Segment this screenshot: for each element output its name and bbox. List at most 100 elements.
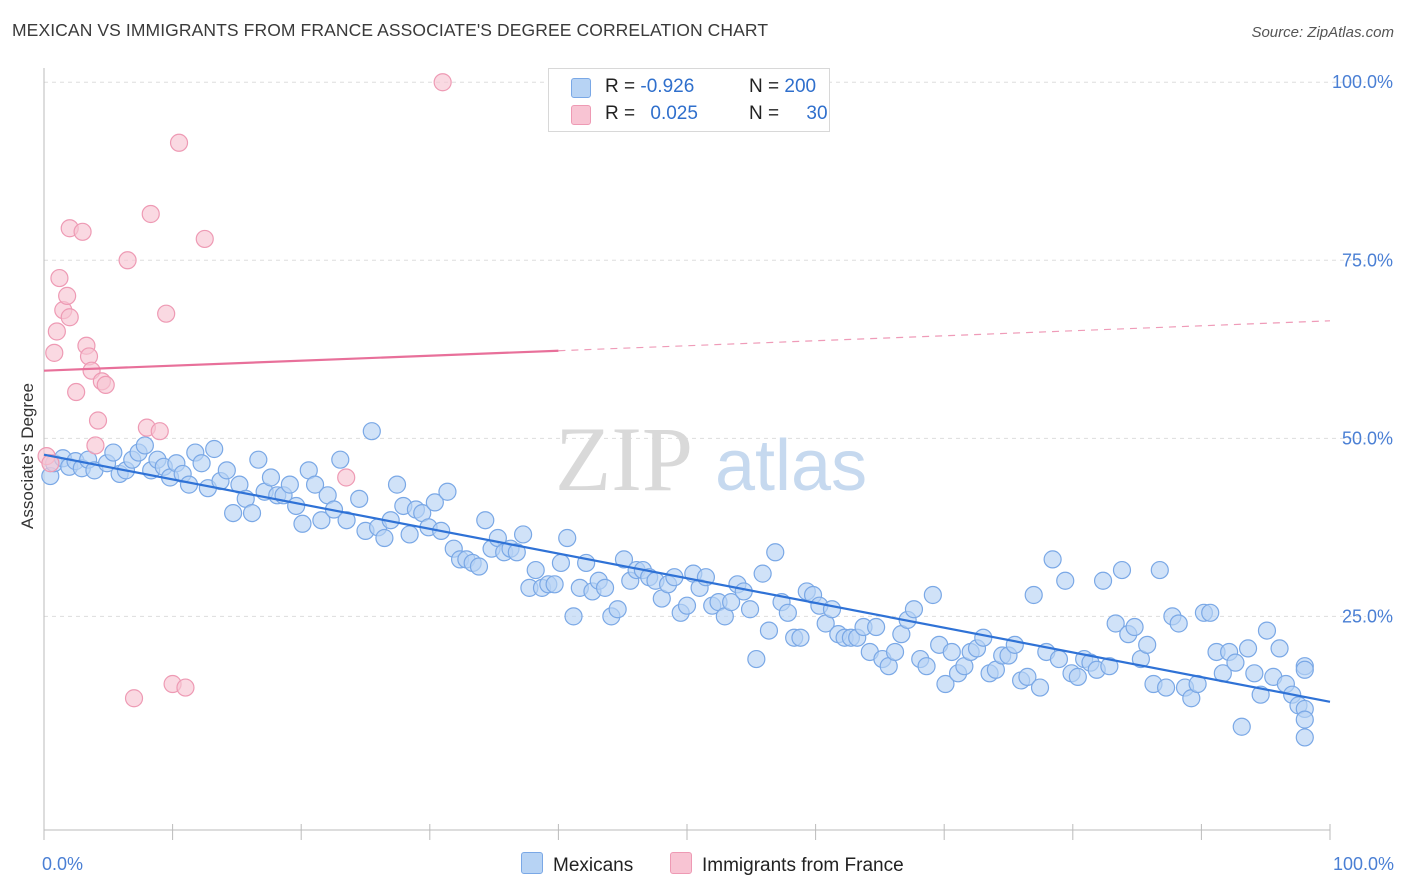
y-tick-label: 100.0% [1332,72,1393,92]
point-mexicans [192,454,211,473]
point-mexicans [1270,639,1289,658]
gridlines [44,81,1366,617]
point-mexicans [822,600,842,619]
point-mexicans [362,422,381,441]
point-mexicans [1125,617,1144,637]
legend-n-value-france: 30 [806,103,828,124]
point-mexicans [1238,639,1258,658]
point-mexicans [1068,667,1087,686]
point-mexicans [1030,678,1050,697]
point-mexicans [261,468,281,487]
point-mexicans [1005,635,1024,654]
point-mexicans [425,493,444,512]
point-france [195,229,214,249]
legend-r-value-mexicans: -0.926 [640,76,695,97]
point-france [88,411,108,430]
legend-label-france: Immigrants from France [702,855,904,876]
point-mexicans [564,607,583,626]
point-mexicans [545,575,564,594]
point-mexicans [507,543,526,562]
point-mexicans [387,475,407,494]
point-france [41,454,60,473]
point-france [176,678,195,697]
watermark-zip: ZIP [555,408,693,510]
trendline-dashed [558,320,1331,352]
point-mexicans [476,511,495,530]
legend-swatch-mexicans [521,852,543,874]
point-mexicans [1056,571,1075,590]
legend-r-label: R = [605,103,636,124]
point-mexicans [242,503,262,523]
point-mexicans [135,436,154,455]
point-france [169,133,189,152]
point-mexicans [885,642,905,662]
legend-r-label: R = [605,76,636,97]
point-mexicans [917,657,936,676]
point-mexicans [1251,685,1270,704]
point-mexicans [677,596,697,615]
point-mexicans [1049,649,1069,669]
point-france [433,73,452,92]
point-mexicans [608,600,627,619]
point-mexicans [753,564,772,583]
legend-n-label: N = [749,103,780,124]
point-mexicans [1150,560,1169,580]
point-mexicans [904,600,924,619]
point-mexicans [205,439,224,459]
legend-swatch-pink [571,105,591,125]
point-mexicans [217,461,236,480]
point-mexicans [513,525,533,544]
y-tick-label: 75.0% [1342,250,1393,270]
x-tick-label: 100.0% [1333,854,1394,874]
point-mexicans [722,593,741,612]
point-mexicans [400,525,419,544]
point-mexicans [778,603,797,622]
point-mexicans [1295,728,1314,747]
point-mexicans [551,553,571,573]
point-france [60,308,79,327]
chart-title: MEXICAN VS IMMIGRANTS FROM FRANCE ASSOCI… [12,20,769,40]
y-tick-labels: 25.0% 50.0% 75.0% 100.0% [1332,72,1393,626]
point-france [124,689,144,708]
point-france [337,468,356,487]
point-mexicans [1043,550,1062,569]
watermark-atlas: atlas [715,426,867,506]
point-mexicans [1018,667,1037,686]
point-mexicans [224,503,243,523]
legend-label-mexicans: Mexicans [553,855,634,876]
point-mexicans [1100,657,1119,676]
point-mexicans [1232,717,1251,736]
point-mexicans [438,482,457,501]
source-label: Source: ZipAtlas.com [1251,24,1394,41]
point-mexicans [1295,660,1314,679]
x-tick-label: 0.0% [42,854,83,874]
legend-item-france[interactable]: Immigrants from France [670,852,904,877]
point-france [50,268,69,288]
point-france [150,422,169,441]
point-mexicans [312,511,331,530]
point-mexicans [942,642,961,662]
y-tick-label: 25.0% [1342,606,1393,626]
legend-item-mexicans[interactable]: Mexicans [521,852,633,877]
point-france [141,204,160,224]
point-mexicans [1024,585,1043,605]
trendline-solid [43,453,1331,703]
watermark: ZIP atlas [555,408,867,510]
point-mexicans [1295,710,1314,729]
x-ticks [43,824,1331,840]
point-mexicans [1201,603,1220,622]
point-mexicans [1226,653,1245,672]
y-tick-label: 50.0% [1342,428,1393,448]
point-mexicans [867,617,886,637]
point-mexicans [1138,635,1157,654]
trendline-solid [43,349,559,372]
legend-swatch-blue [571,78,591,98]
point-mexicans [1112,560,1132,580]
point-mexicans [469,557,489,576]
point-mexicans [1257,621,1277,640]
point-mexicans [305,475,325,494]
point-mexicans [526,560,545,580]
correlation-legend: R = -0.926 N = 200 R = 0.025 N = 30 [548,68,830,132]
point-france [96,375,115,395]
